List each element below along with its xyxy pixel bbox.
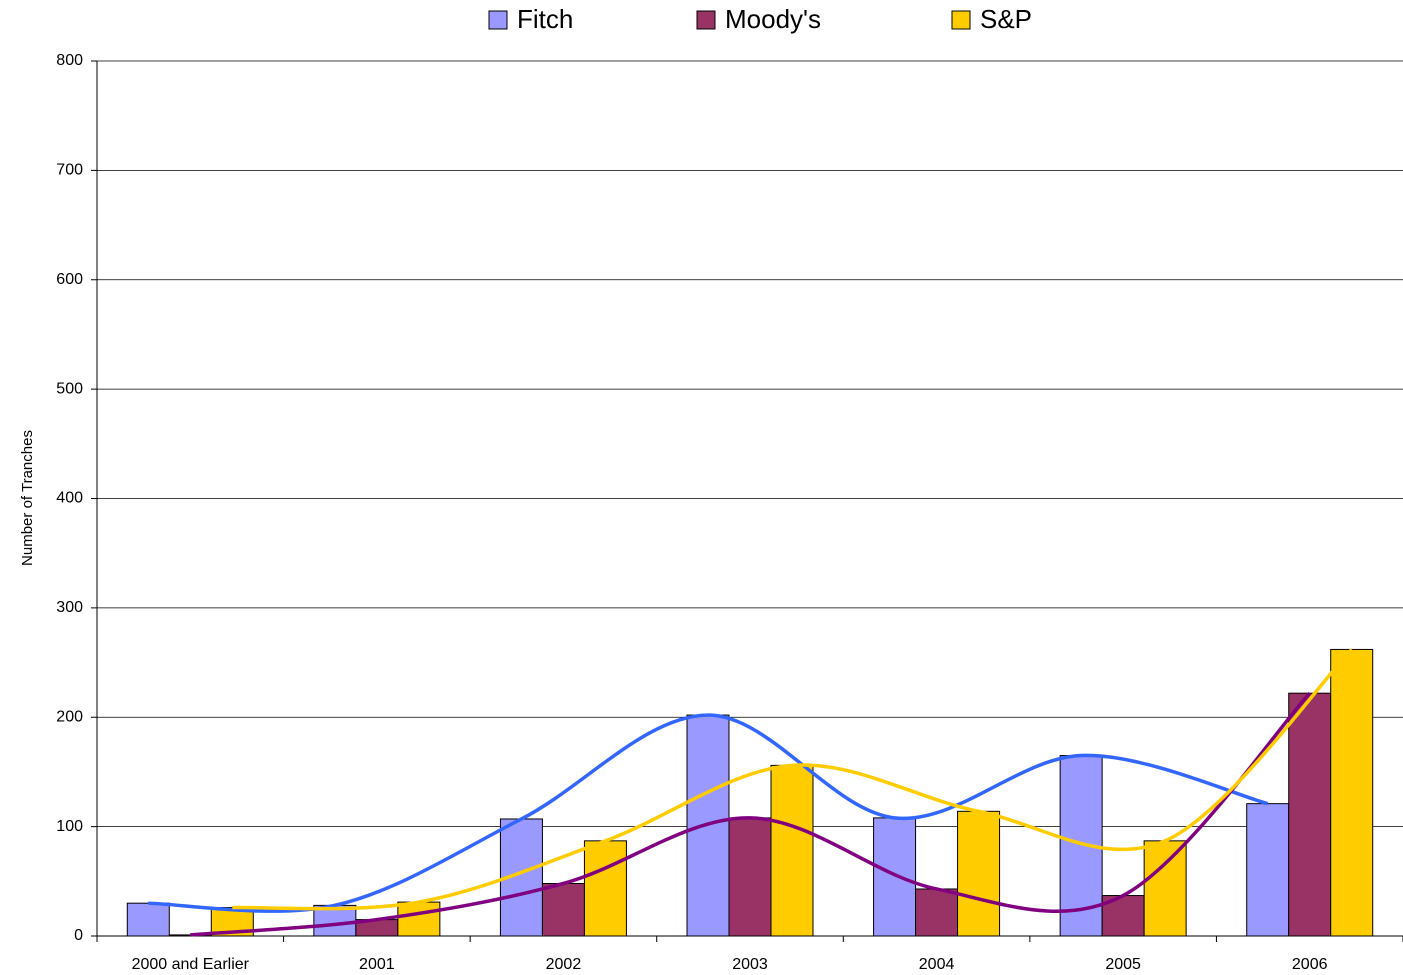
y-tick-label: 0 [74,927,83,944]
bar [397,901,441,937]
trend-line [148,713,1269,913]
y-tick-label: 400 [56,490,83,507]
y-axis-label: Number of Tranches [19,430,36,566]
bar [1246,803,1290,937]
bar [728,817,772,937]
bar [1143,840,1187,937]
bar [873,817,917,937]
y-tick-label: 500 [56,380,83,397]
bar [957,810,1001,937]
bar [915,888,959,937]
bar [126,902,170,937]
y-tick-label: 300 [56,599,83,616]
x-tick-label: 2005 [1105,956,1141,973]
x-tick-label: 2001 [359,956,395,973]
legend-label: Moody's [725,4,821,34]
legend-swatch [696,10,716,30]
bar [1330,648,1374,937]
y-tick-label: 600 [56,271,83,288]
x-tick-label: 2003 [732,956,768,973]
legend: Fitch Moody's S&P [488,4,1032,34]
bar [1288,692,1332,937]
bar [583,840,627,937]
x-tick-label: 2004 [919,956,955,973]
y-tick-label: 800 [56,52,83,69]
y-tick-label: 700 [56,162,83,179]
y-tick-label: 200 [56,708,83,725]
y-tick-label: 100 [56,818,83,835]
x-tick-label: 2000 and Earlier [132,956,250,973]
legend-label: S&P [980,4,1032,34]
bar [541,883,585,937]
trend-line [232,648,1353,911]
legend-swatch [488,10,508,30]
x-tick-label: 2002 [546,956,582,973]
trend-line [190,692,1311,937]
bar [770,764,814,937]
x-tick-label: 2006 [1292,956,1328,973]
legend-swatch [951,10,971,30]
legend-label: Fitch [517,4,573,34]
